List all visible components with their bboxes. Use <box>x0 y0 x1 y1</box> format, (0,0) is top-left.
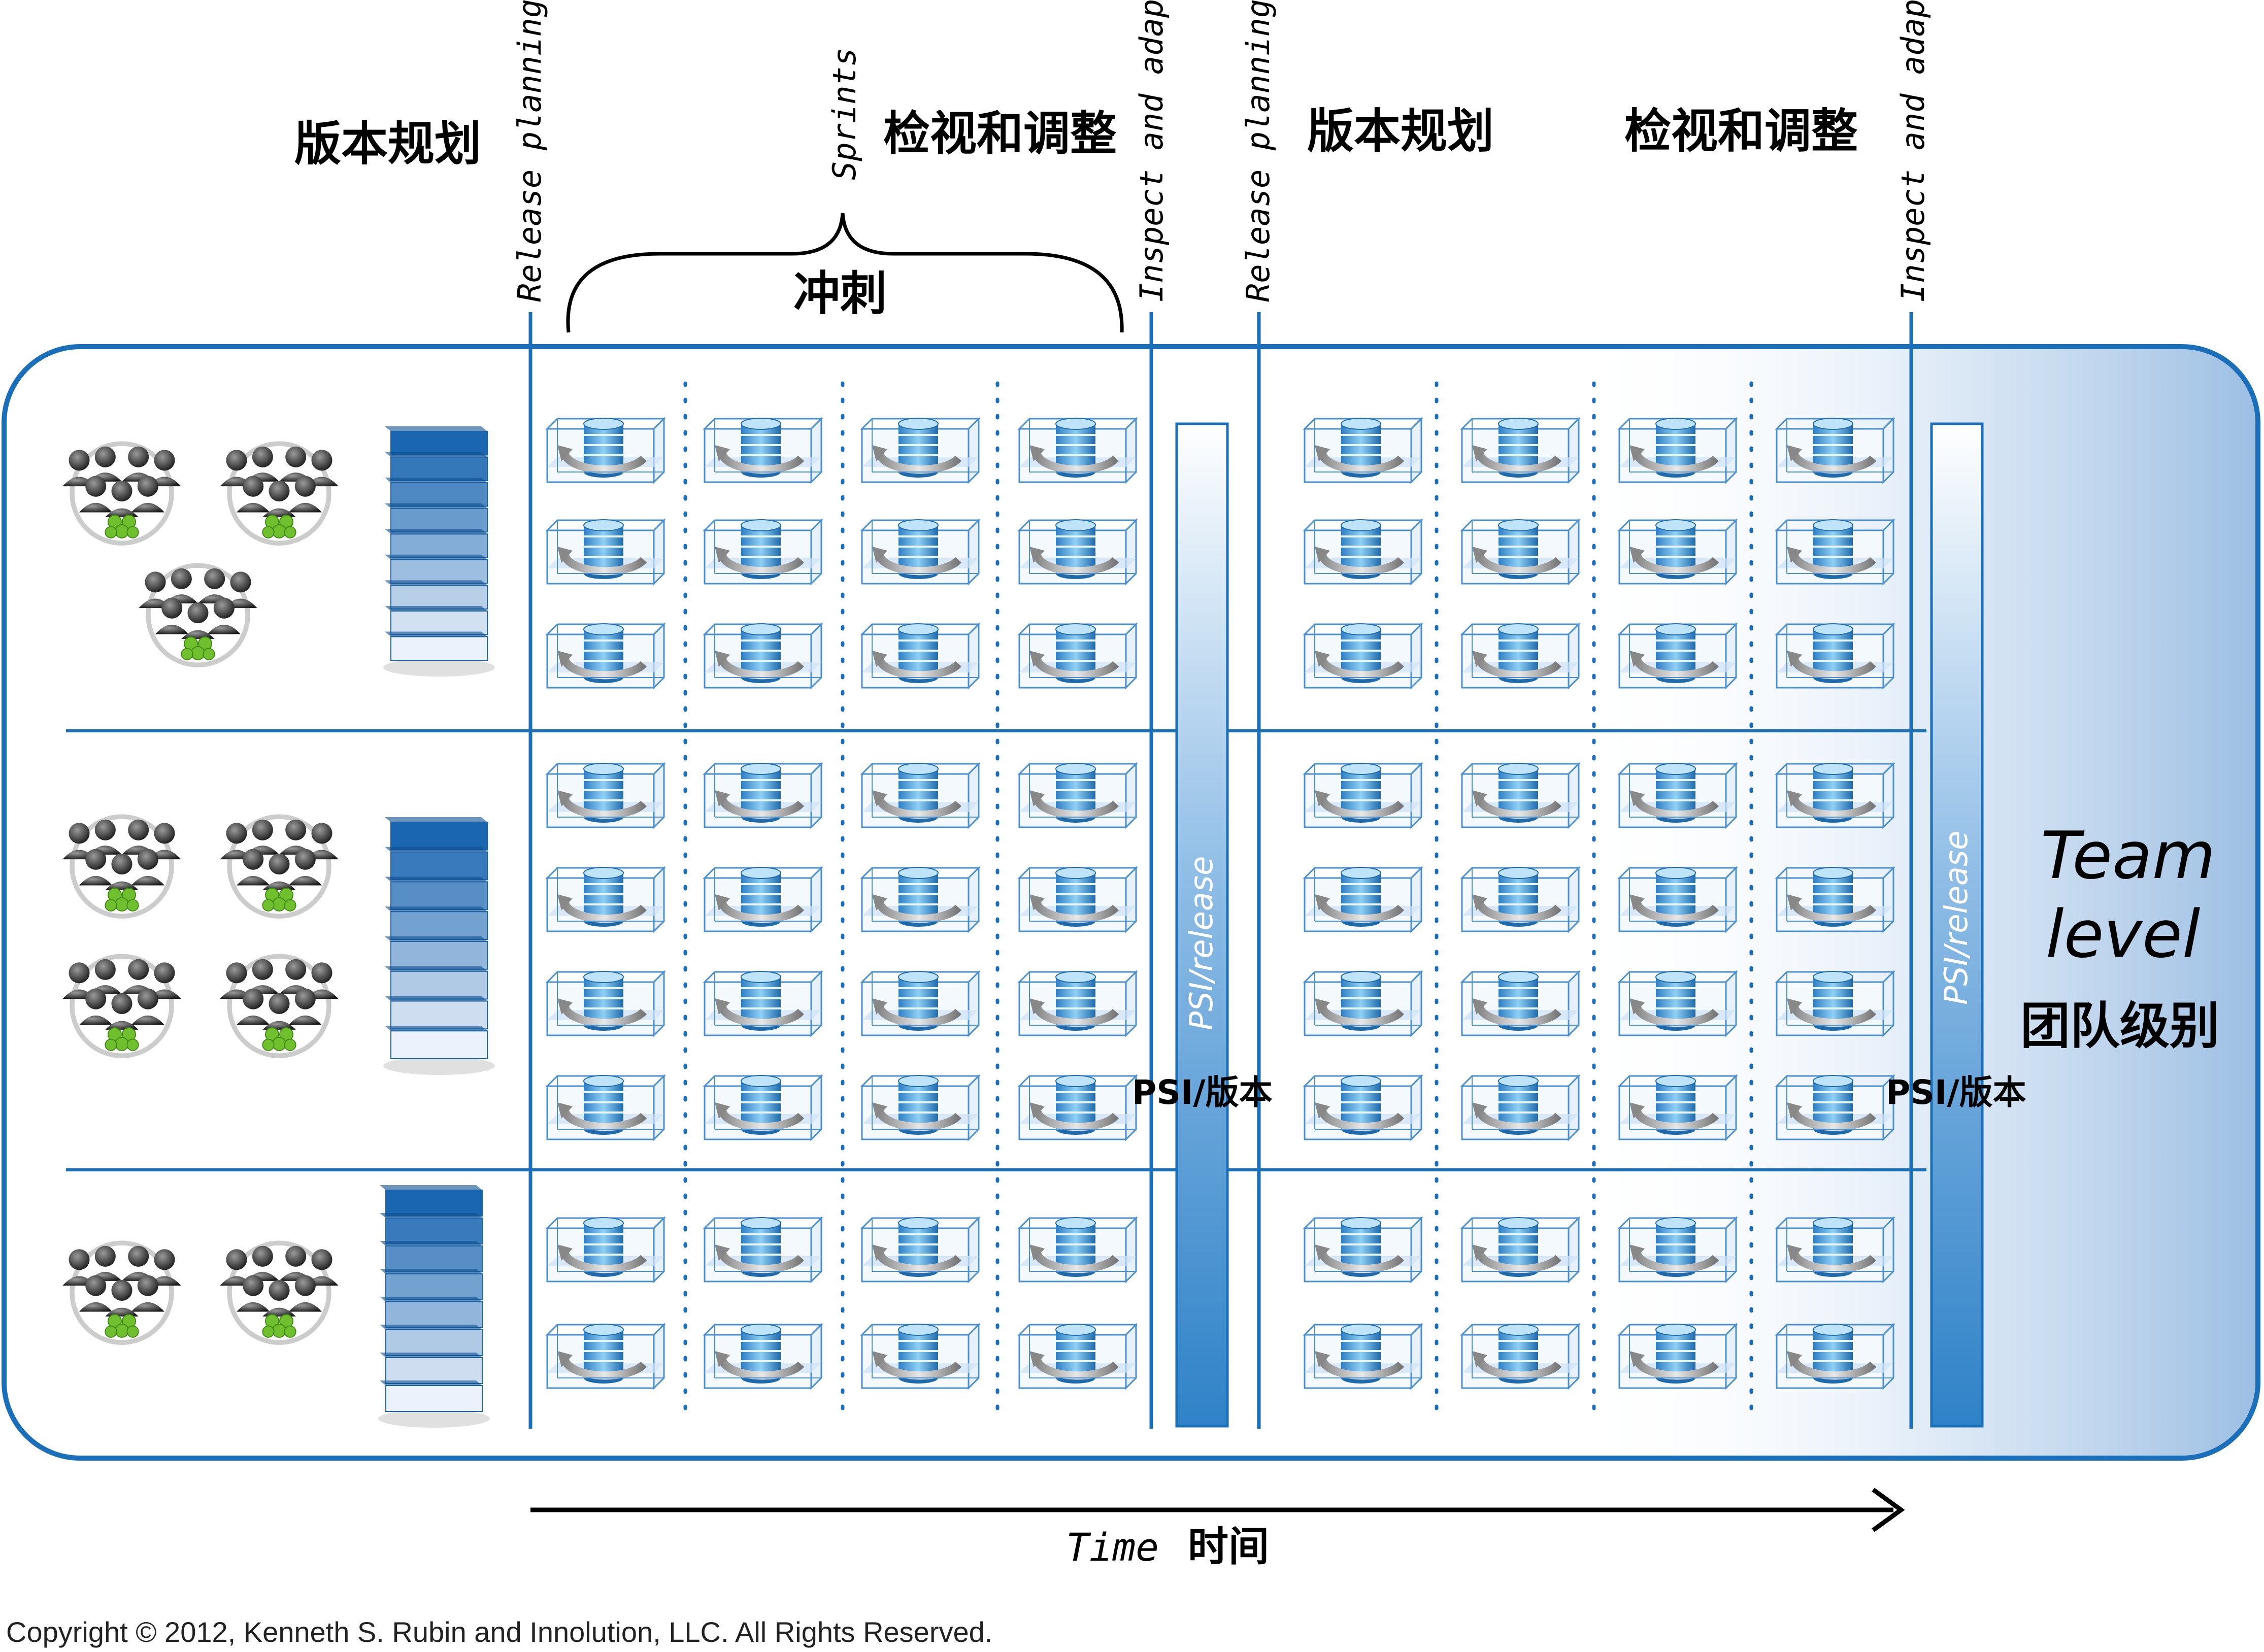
inspect-adapt-cn-1: 检视和调整 <box>883 107 1117 161</box>
inspect-adapt-en-1: Inspect and adapt <box>1133 0 1170 302</box>
sprints-en: Sprints <box>826 48 863 180</box>
release-bar-1-label: PSI/release <box>1183 856 1220 1030</box>
release-planning-en-2: Release planning <box>1240 0 1277 302</box>
release-bar-2-label: PSI/release <box>1938 831 1975 1005</box>
release-label-cn-2: PSI/版本 <box>1886 1073 2026 1112</box>
release-planning-cn-1: 版本规划 <box>294 117 481 171</box>
sprint-brace <box>566 213 1124 333</box>
release-bar-2 <box>1930 422 1984 1428</box>
inspect-adapt-en-2: Inspect and adapt <box>1894 0 1932 302</box>
level-cn: 团队级别 <box>2020 997 2219 1055</box>
level-en-line2: level <box>2046 897 2200 972</box>
release-planning-en-1: Release planning <box>511 0 548 302</box>
release-bar-1 <box>1175 422 1229 1428</box>
sprints-cn: 冲刺 <box>793 266 887 321</box>
time-cn: 时间 <box>1188 1523 1269 1570</box>
copyright-text: Copyright © 2012, Kenneth S. Rubin and I… <box>6 1616 992 1648</box>
level-en-line1: Team <box>2041 818 2215 894</box>
sprint-separators <box>683 381 1753 1418</box>
backlog-stack <box>383 817 495 1075</box>
time-en: Time <box>1066 1525 1159 1570</box>
time-arrowhead <box>1872 1488 1905 1532</box>
release-planning-cn-2: 版本规划 <box>1307 104 1494 158</box>
level-fade-panel <box>1574 349 2255 1456</box>
backlog-stack <box>383 426 495 677</box>
product-backlogs <box>378 426 495 1428</box>
release-label-cn-1: PSI/版本 <box>1132 1073 1273 1112</box>
backlog-stack <box>378 1185 490 1428</box>
inspect-adapt-cn-2: 检视和调整 <box>1624 104 1858 158</box>
